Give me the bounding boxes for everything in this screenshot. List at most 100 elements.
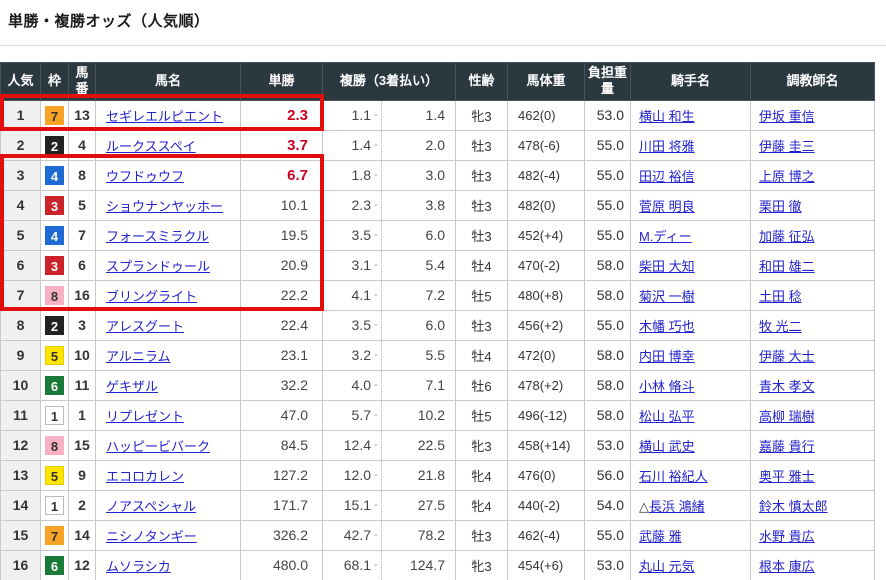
horse-name-link[interactable]: リプレゼント [106,408,185,424]
frame-cell: 1 [40,399,69,431]
horse-name-link[interactable]: ウフドゥウフ [106,168,185,184]
horse-name-link[interactable]: ムソラシカ [106,558,171,574]
horse-name-link[interactable]: フォースミラクル [106,228,209,244]
rank-cell: 6 [0,249,41,281]
jockey-link[interactable]: 柴田 大知 [639,258,695,274]
jockey-cell: 柴田 大知 [630,249,751,281]
frame-badge: 4 [45,225,64,245]
sex-age-cell: 牝3 [455,429,508,461]
col-header-frame: 枠 [40,62,69,101]
trainer-cell: 伊坂 重信 [750,99,875,131]
win-odds-cell: 2.3 [240,99,323,131]
place-odds-high: 6.0 [425,317,445,333]
jockey-link[interactable]: 田辺 裕信 [639,168,695,184]
load-weight-cell: 56.0 [584,459,631,491]
table-row: 1 7 13 セギレエルピエント 2.3 1.1- 1.4 牝3 462(0) 53.0 横山 和生… [0,99,875,131]
trainer-link[interactable]: 水野 貴広 [759,528,815,544]
col-header-win: 単勝 [240,62,323,101]
trainer-link[interactable]: 土田 稔 [759,288,802,304]
trainer-link[interactable]: 牧 光二 [759,318,802,334]
page-title: 単勝・複勝オッズ（人気順） [8,13,210,30]
load-weight-cell: 58.0 [584,279,631,311]
horse-name-link[interactable]: ショウナンヤッホー [106,198,224,214]
trainer-link[interactable]: 根本 康広 [759,558,815,574]
horse-name-cell: ムソラシカ [95,549,241,580]
trainer-cell: 水野 貴広 [750,519,875,551]
place-odds-cell: 3.5- 6.0 [322,309,456,341]
place-odds-cell: 4.1- 7.2 [322,279,456,311]
jockey-link[interactable]: 小林 脩斗 [639,378,695,394]
horse-name-link[interactable]: ブリングライト [106,288,198,304]
weight-cell: 496(-12) [507,399,585,431]
horse-name-link[interactable]: ルークススペイ [106,138,196,154]
place-odds-divider [381,370,382,400]
place-odds-high: 6.0 [425,227,445,243]
frame-badge: 2 [45,315,64,335]
trainer-link[interactable]: 奥平 雅士 [759,468,815,484]
jockey-link[interactable]: 内田 博幸 [639,348,695,364]
trainer-link[interactable]: 伊藤 圭三 [759,138,815,154]
rank-cell: 4 [0,189,41,221]
rank-cell: 8 [0,309,41,341]
frame-cell: 6 [40,549,69,580]
trainer-cell: 青木 孝文 [750,369,875,401]
place-odds-low: 3.1 [351,257,371,273]
trainer-link[interactable]: 和田 雄二 [759,258,815,274]
horse-name-link[interactable]: アレスグート [106,318,185,334]
col-header-trainer: 調教師名 [750,62,875,101]
trainer-link[interactable]: 伊藤 大士 [759,348,815,364]
weight-cell: 456(+2) [507,309,585,341]
horse-name-link[interactable]: エコロカレン [106,468,185,484]
place-odds-high: 1.4 [425,107,445,123]
trainer-link[interactable]: 伊坂 重信 [759,108,815,124]
col-header-sex: 性齢 [455,62,508,101]
rank-cell: 16 [0,549,41,580]
jockey-link[interactable]: 菊沢 一樹 [639,288,695,304]
table-row: 5 4 7 フォースミラクル 19.5 3.5- 6.0 牡3 452(+4) 55.0 M.ディー… [0,219,875,251]
jockey-link[interactable]: 丸山 元気 [639,558,695,574]
trainer-link[interactable]: 嘉藤 貴行 [759,438,815,454]
jockey-link[interactable]: 横山 和生 [639,108,695,124]
jockey-link[interactable]: 川田 将雅 [639,138,695,154]
frame-badge: 2 [45,135,64,155]
jockey-link[interactable]: 松山 弘平 [639,408,695,424]
horse-name-link[interactable]: ハッピービバーク [106,438,211,454]
jockey-link[interactable]: 長浜 鴻緒 [649,498,705,514]
sex-age-cell: 牡3 [455,159,508,191]
load-weight-cell: 58.0 [584,249,631,281]
load-weight-cell: 58.0 [584,399,631,431]
horse-name-cell: アレスグート [95,309,241,341]
place-odds-cell: 1.1- 1.4 [322,99,456,131]
trainer-link[interactable]: 加藤 征弘 [759,228,815,244]
jockey-link[interactable]: 木幡 巧也 [639,318,695,334]
trainer-link[interactable]: 青木 孝文 [759,378,815,394]
horse-name-link[interactable]: セギレエルピエント [106,108,224,124]
sex-age-cell: 牡3 [455,309,508,341]
jockey-link[interactable]: 菅原 明良 [639,198,695,214]
frame-badge: 5 [45,465,64,485]
horse-name-cell: アルニラム [95,339,241,371]
jockey-link[interactable]: 武藤 雅 [639,528,682,544]
horse-name-link[interactable]: ノアスペシャル [106,498,197,514]
rank-cell: 1 [0,99,41,131]
place-odds-cell: 2.3- 3.8 [322,189,456,221]
trainer-link[interactable]: 栗田 徹 [759,198,802,214]
rank-cell: 5 [0,219,41,251]
frame-cell: 3 [40,189,69,221]
trainer-link[interactable]: 鈴木 慎太郎 [759,498,828,514]
horse-name-link[interactable]: ゲキザル [106,378,159,394]
jockey-link[interactable]: 石川 裕紀人 [639,468,708,484]
place-odds-low: 5.7 [351,407,371,423]
horse-name-cell: ゲキザル [95,369,241,401]
horse-name-link[interactable]: スプランドゥール [106,258,211,274]
trainer-link[interactable]: 上原 博之 [759,168,815,184]
jockey-link[interactable]: 横山 武史 [639,438,695,454]
horse-name-link[interactable]: ニシノタンギー [106,528,197,544]
sex-age-cell: 牡3 [455,519,508,551]
horse-name-link[interactable]: アルニラム [106,348,171,364]
trainer-link[interactable]: 高柳 瑞樹 [759,408,815,424]
frame-badge: 1 [45,405,64,425]
win-odds-cell: 6.7 [240,159,323,191]
jockey-link[interactable]: M.ディー [639,228,692,244]
place-odds-cell: 15.1- 27.5 [322,489,456,521]
